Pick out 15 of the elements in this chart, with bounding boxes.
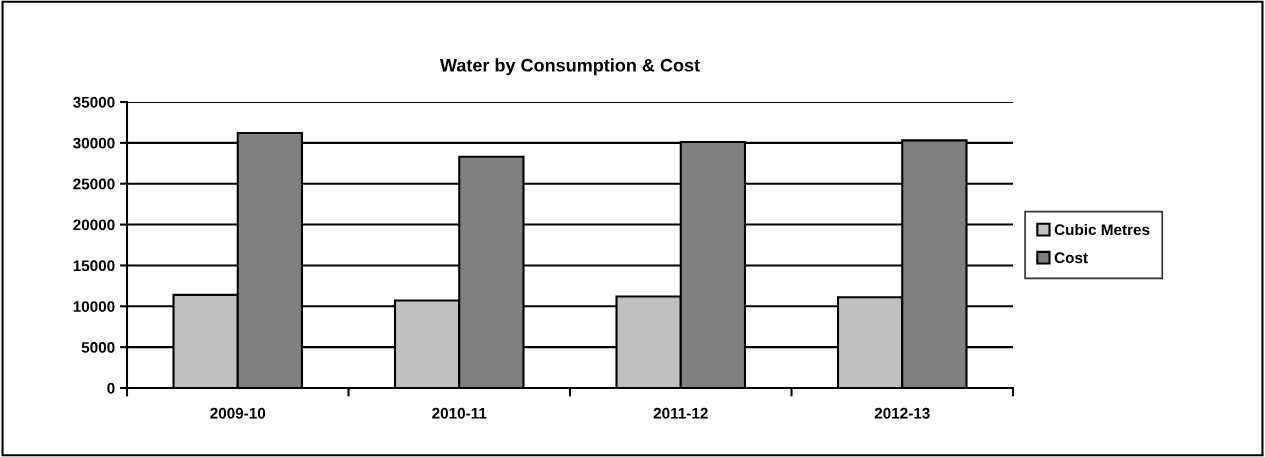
y-tick-label: 35000 — [73, 96, 115, 108]
y-tick-label: 5000 — [81, 342, 115, 353]
x-tick-label: 2010-11 — [432, 407, 487, 419]
y-tick-label: 20000 — [73, 219, 115, 231]
y-tick-label: 15000 — [73, 260, 115, 272]
y-tick-label: 0 — [107, 382, 115, 394]
y-tick-label: 30000 — [73, 137, 115, 149]
y-tick-label: 25000 — [73, 178, 115, 190]
legend-label: Cubic Metres — [1054, 223, 1150, 236]
x-tick-label: 2011-12 — [653, 407, 708, 419]
legend-label: Cost — [1054, 252, 1088, 264]
x-tick-label: 2009-10 — [210, 407, 266, 419]
x-tick-label: 2012-13 — [874, 407, 930, 419]
y-tick-label: 10000 — [73, 301, 115, 312]
chart-title: Water by Consumption & Cost — [439, 58, 700, 76]
